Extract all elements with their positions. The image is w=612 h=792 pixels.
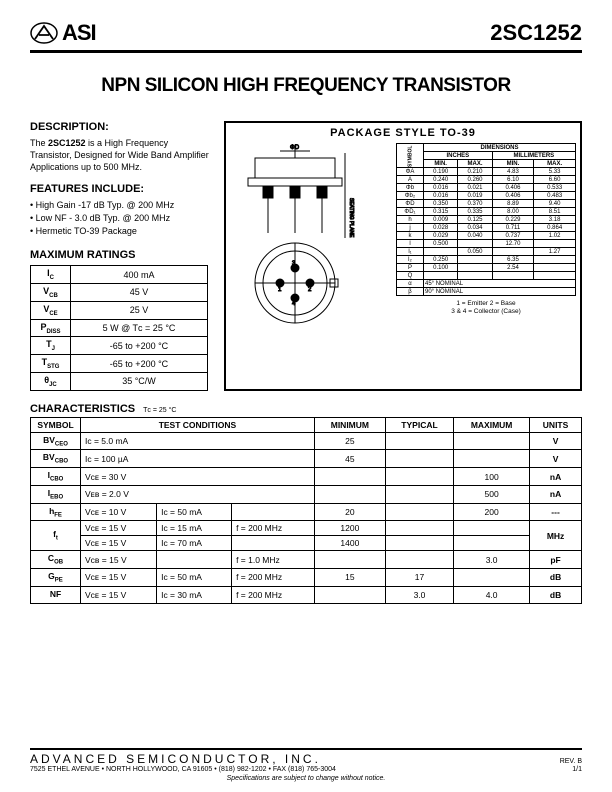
dim-row: j0.0280.0340.7110.864 [397, 224, 576, 232]
ratings-head: MAXIMUM RATINGS [30, 249, 210, 261]
dim-row: h0.0090.1250.2293.18 [397, 216, 576, 224]
package-box: PACKAGE STYLE TO-39 SEATING PLANE ΦD [224, 121, 582, 391]
feature-item: Low NF - 3.0 dB Typ. @ 200 MHz [30, 212, 210, 225]
ratings-row: PDISS5 W @ Tᴄ = 25 °C [31, 319, 208, 337]
dim-row: l₂0.2506.35 [397, 256, 576, 264]
dim-row: ΦA0.1900.2104.835.33 [397, 168, 576, 176]
ratings-table: IC400 mAVCB45 VVCE25 VPDISS5 W @ Tᴄ = 25… [30, 265, 208, 391]
dim-legend: 1 = Emitter 2 = Base 3 & 4 = Collector (… [396, 300, 576, 317]
dim-row: ΦD₁0.3150.3358.008.51 [397, 208, 576, 216]
ratings-row: TJ-65 to +200 °C [31, 337, 208, 355]
char-row: BVCBOIᴄ = 100 µA45V [31, 450, 582, 468]
header: ASI 2SC1252 [30, 20, 582, 53]
char-row: hFEVᴄᴇ = 10 VIᴄ = 50 mA20200--- [31, 503, 582, 521]
address: 7525 ETHEL AVENUE • NORTH HOLLYWOOD, CA … [30, 766, 336, 773]
ratings-row: IC400 mA [31, 266, 208, 284]
characteristics-head: CHARACTERISTICSTᴄ = 25 °C [30, 403, 582, 415]
char-row: COBVᴄʙ = 15 Vf = 1.0 MHz3.0pF [31, 551, 582, 569]
characteristics-table: SYMBOLTEST CONDITIONSMINIMUMTYPICALMAXIM… [30, 417, 582, 605]
disclaimer: Specifications are subject to change wit… [30, 775, 582, 782]
logo-text: ASI [62, 20, 96, 46]
features-head: FEATURES INCLUDE: [30, 183, 210, 195]
dim-row: α45° NOMINAL [397, 280, 576, 288]
dim-row: l₁0.0501.27 [397, 248, 576, 256]
description-head: DESCRIPTION: [30, 121, 210, 133]
dim-row: ΦD0.3500.3708.899.40 [397, 200, 576, 208]
dim-row: Φb₂0.0160.0190.4060.483 [397, 192, 576, 200]
feature-item: High Gain -17 dB Typ. @ 200 MHz [30, 199, 210, 212]
ratings-row: θJC35 °C/W [31, 372, 208, 390]
dim-row: P0.1002.54 [397, 264, 576, 272]
svg-text:SEATING PLANE: SEATING PLANE [348, 198, 354, 238]
dim-row: l0.50012.70 [397, 240, 576, 248]
char-row: BVCEOIᴄ = 5.0 mA25V [31, 432, 582, 450]
char-row: IEBOVᴇʙ = 2.0 V500nA [31, 485, 582, 503]
svg-text:ΦD: ΦD [290, 145, 300, 151]
char-row: ICBOVᴄᴇ = 30 V100nA [31, 468, 582, 486]
main-title: NPN SILICON HIGH FREQUENCY TRANSISTOR [30, 75, 582, 97]
package-diagram: SEATING PLANE ΦD 1 2 3 4 [230, 143, 390, 335]
features-list: High Gain -17 dB Typ. @ 200 MHzLow NF - … [30, 199, 210, 237]
left-column: DESCRIPTION: The 2SC1252 is a High Frequ… [30, 121, 210, 391]
dim-row: β90° NOMINAL [397, 288, 576, 296]
package-title: PACKAGE STYLE TO-39 [230, 127, 576, 139]
ratings-row: VCE25 V [31, 301, 208, 319]
feature-item: Hermetic TO-39 Package [30, 225, 210, 238]
description-text: The 2SC1252 is a High Frequency Transist… [30, 137, 210, 173]
ratings-row: VCB45 V [31, 284, 208, 302]
logo: ASI [30, 20, 96, 46]
page-number: 1/1 [572, 766, 582, 773]
company-name: ADVANCED SEMICONDUCTOR, INC. [30, 752, 321, 766]
svg-text:2: 2 [308, 287, 312, 293]
address-line: 7525 ETHEL AVENUE • NORTH HOLLYWOOD, CA … [30, 766, 582, 773]
char-row: GPEVᴄᴇ = 15 VIᴄ = 50 mAf = 200 MHz1517dB [31, 568, 582, 586]
dim-row: Φb0.0160.0210.4060.533 [397, 184, 576, 192]
part-number: 2SC1252 [490, 20, 582, 46]
revision: REV. B [560, 758, 582, 765]
content-row: DESCRIPTION: The 2SC1252 is a High Frequ… [30, 121, 582, 391]
dim-row: Q [397, 272, 576, 280]
package-content: SEATING PLANE ΦD 1 2 3 4 [230, 143, 576, 335]
char-row: NFVᴄᴇ = 15 VIᴄ = 30 mAf = 200 MHz3.04.0d… [31, 586, 582, 604]
dimensions-wrap: SYMBOLDIMENSIONS INCHESMILLIMETERS MIN.M… [396, 143, 576, 335]
dimensions-table: SYMBOLDIMENSIONS INCHESMILLIMETERS MIN.M… [396, 143, 576, 296]
footer-line: ADVANCED SEMICONDUCTOR, INC. REV. B [30, 748, 582, 766]
svg-text:1: 1 [278, 287, 282, 293]
logo-icon [30, 22, 58, 44]
dim-row: k0.0290.0400.7371.02 [397, 232, 576, 240]
dim-row: A0.2400.2606.106.60 [397, 176, 576, 184]
footer: ADVANCED SEMICONDUCTOR, INC. REV. B 7525… [30, 748, 582, 782]
ratings-row: TSTG-65 to +200 °C [31, 355, 208, 373]
